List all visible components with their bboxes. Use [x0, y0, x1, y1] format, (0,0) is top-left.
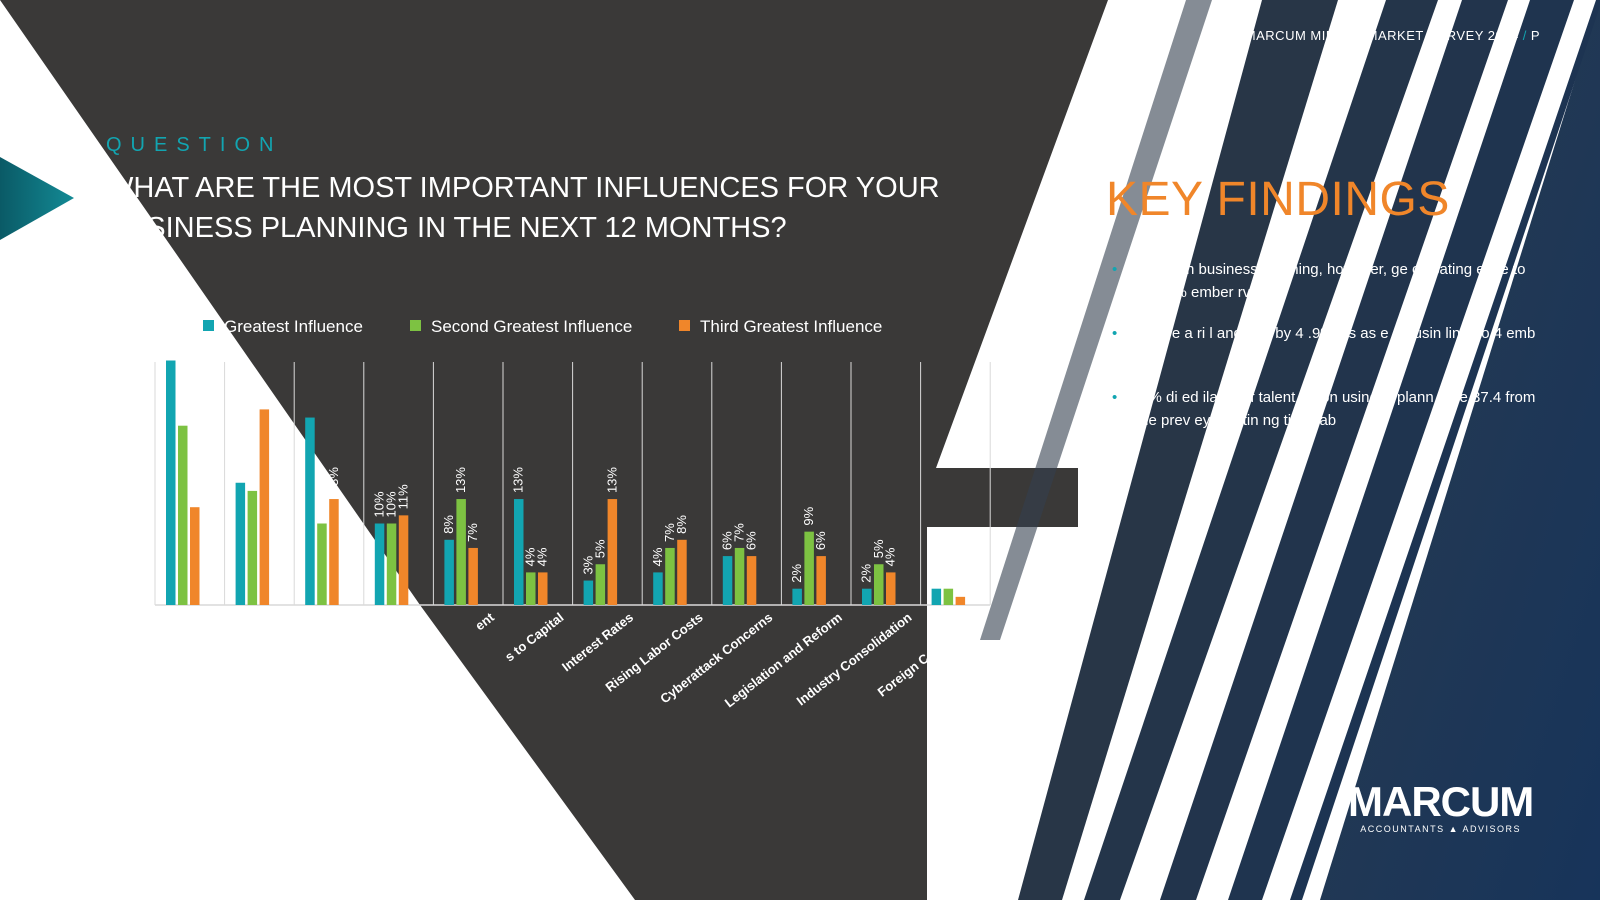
category-label: Legislation and Reform [722, 610, 845, 711]
chart-bar [722, 556, 733, 605]
data-label: 18% [314, 491, 329, 517]
chart-bar [190, 507, 200, 605]
question-eyebrow: QUESTION [106, 134, 283, 156]
key-findings-title: KEY FINDINGS [1106, 173, 1450, 226]
data-label: 13% [511, 467, 526, 493]
data-label: 11% [396, 484, 411, 509]
chart-bar [595, 564, 606, 605]
data-label: 5% [871, 539, 886, 558]
data-label: 6% [720, 531, 735, 550]
data-label: 7% [662, 523, 677, 542]
chart-bar [398, 515, 409, 605]
category-label: s to Capital [502, 610, 566, 665]
chart-bar [386, 523, 397, 605]
header-title: MARCUM MIDDLE MARKET SURVEY 2024 [1244, 28, 1519, 43]
chart-bar [166, 360, 176, 605]
category-label: Industry Consolidation [794, 610, 915, 709]
header-page: P [1530, 28, 1540, 43]
chart-bar [653, 572, 663, 605]
chart-bar [317, 523, 327, 605]
chart-bar [677, 539, 687, 605]
chart-bar [607, 499, 618, 605]
data-label: 1% [952, 572, 967, 591]
chart-bar [862, 588, 872, 605]
chart-bar [874, 564, 884, 605]
legend-swatch [410, 320, 421, 331]
chart-bar [792, 588, 802, 605]
data-label: 2% [789, 563, 804, 582]
chart-bar [235, 482, 246, 605]
chart-bar [804, 531, 814, 605]
data-label: 10% [372, 491, 387, 517]
chart-bar [514, 499, 524, 605]
data-label: 2% [940, 563, 955, 582]
chart-bar [665, 547, 675, 605]
legend-label: Greatest Influence [224, 317, 363, 336]
data-label: 6% [813, 531, 828, 550]
legend-label: Second Greatest Influence [431, 317, 632, 336]
data-label: 8% [441, 515, 456, 534]
data-label: 5% [592, 539, 607, 558]
chart-bar [734, 547, 745, 605]
navy-panel [1320, 0, 1600, 900]
data-label: 4% [883, 547, 898, 566]
data-label: 4% [535, 547, 550, 566]
chart-bar [456, 499, 466, 605]
data-label: 8% [674, 515, 689, 534]
chart-bar [931, 588, 942, 605]
question-title: WHAT ARE THE MOST IMPORTANT INFLUENCES F… [106, 172, 940, 244]
data-label: 4% [650, 547, 665, 566]
chart-bar [746, 556, 757, 605]
teal-arrow [0, 157, 74, 240]
chart-bar [468, 547, 478, 605]
legend-swatch [679, 320, 690, 331]
data-label: 6% [744, 531, 759, 550]
chart-bar [259, 409, 270, 605]
data-label: 7% [465, 523, 480, 542]
legend-swatch [203, 320, 214, 331]
finding-item: .8% di ed ilab y of talent p-t on usines… [1112, 386, 1540, 432]
chart-bar [444, 539, 454, 605]
data-label: 7% [732, 523, 747, 542]
data-label: 9% [801, 506, 816, 525]
data-label: 2% [859, 563, 874, 582]
data-label: 3% [580, 555, 595, 574]
dark-panel [0, 0, 1108, 900]
chart-bar [538, 572, 548, 605]
chart-bar [886, 572, 896, 605]
marcum-logo: MARCUM ACCOUNTANTS ▲ ADVISORS [1348, 778, 1534, 835]
logo-wordmark: MARCUM [1348, 778, 1534, 825]
chart-bar [374, 523, 385, 605]
logo-tagline: ACCOUNTANTS ▲ ADVISORS [1360, 824, 1522, 834]
data-label: 13% [604, 467, 619, 493]
category-label: Cyberattack Concerns [657, 610, 775, 707]
category-label: ent [472, 609, 497, 633]
chart-bar [955, 596, 966, 605]
chart-bar [305, 417, 315, 605]
finding-item: conti e a ri l and nab by 4 .9% Ds as e … [1112, 322, 1540, 368]
data-label: 13% [453, 467, 468, 493]
data-label: 4% [523, 547, 538, 566]
chart-bar [329, 499, 339, 605]
chart-bar [178, 425, 188, 605]
key-findings-list: ncern on business planning, however, ge … [1106, 258, 1540, 450]
chart-bar [943, 588, 954, 605]
chart-bar [247, 490, 258, 605]
data-label: 10% [384, 491, 399, 517]
header-separator: / [1522, 28, 1527, 43]
header-breadcrumb: MARCUM MIDDLE MARKET SURVEY 2024/P [1245, 28, 1540, 43]
data-label: 13% [326, 467, 341, 493]
finding-item: ncern on business planning, however, ge … [1112, 258, 1540, 304]
chart-bar [526, 572, 536, 605]
legend-label: Third Greatest Influence [700, 317, 882, 336]
chart-bar [816, 556, 826, 605]
chart-bar [583, 580, 594, 605]
data-label: 2% [928, 563, 943, 582]
